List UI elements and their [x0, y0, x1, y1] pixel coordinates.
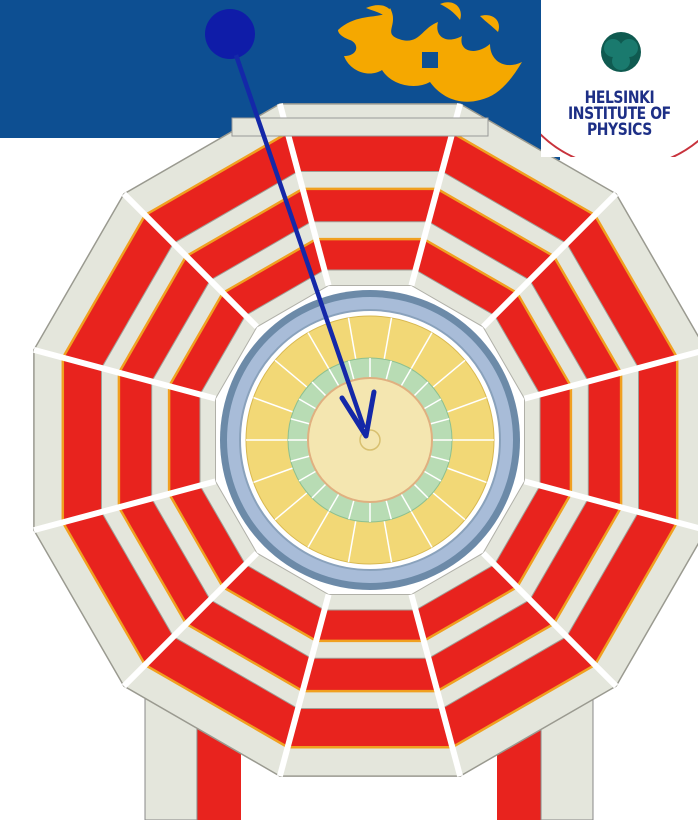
logo-line-3: PHYSICS — [586, 120, 652, 140]
top-chamber — [231, 117, 489, 137]
em-crystal-gap — [348, 499, 355, 520]
em-crystal-gap — [413, 381, 429, 397]
segment-gap — [408, 593, 463, 777]
calorimeter-wedge — [432, 359, 466, 388]
em-crystal-gap — [385, 360, 392, 381]
logo-line-1: HELSINKI — [584, 88, 655, 108]
segment-gap — [277, 593, 332, 777]
calorimeter-wedge — [307, 510, 330, 548]
em-crystal-gap — [400, 368, 412, 387]
calorimeter-wedge — [446, 396, 487, 413]
em-crystal-gap — [385, 499, 392, 520]
segment-gap — [33, 347, 217, 402]
em-crystal-gap — [429, 455, 450, 462]
calorimeter-wedge — [253, 467, 294, 484]
institute-logo: HELSINKI INSTITUTE OF PHYSICS — [541, 0, 698, 157]
em-crystal-gap — [423, 398, 442, 410]
segment-gap — [523, 348, 698, 402]
segment-gap — [523, 478, 698, 532]
em-crystal-gap — [423, 470, 442, 482]
calorimeter-wedge — [383, 520, 393, 563]
calorimeter-wedge — [446, 467, 487, 484]
calorimeter-wedge — [410, 510, 433, 548]
em-crystal-gap — [413, 483, 429, 499]
logo-line-2: INSTITUTE OF — [568, 104, 671, 124]
flame-logo-icon — [338, 2, 522, 102]
segment-gap — [480, 191, 619, 330]
em-crystal-gap — [429, 418, 450, 425]
trefoil-icon — [601, 32, 641, 72]
segment-gap — [480, 550, 619, 689]
calorimeter-wedge — [274, 492, 308, 521]
segment-gap — [121, 550, 260, 689]
em-crystal-gap — [400, 493, 412, 512]
segment-gap — [33, 478, 217, 533]
calorimeter-wedge — [432, 492, 466, 521]
em-crystal-gap — [290, 455, 311, 462]
calorimeter-wedge — [383, 317, 393, 360]
calorimeter-wedge — [347, 520, 357, 563]
em-crystal-gap — [328, 493, 340, 512]
em-crystal-gap — [298, 470, 317, 482]
tracker — [307, 377, 433, 503]
em-crystal-gap — [311, 483, 327, 499]
calorimeter-wedge — [410, 332, 433, 370]
